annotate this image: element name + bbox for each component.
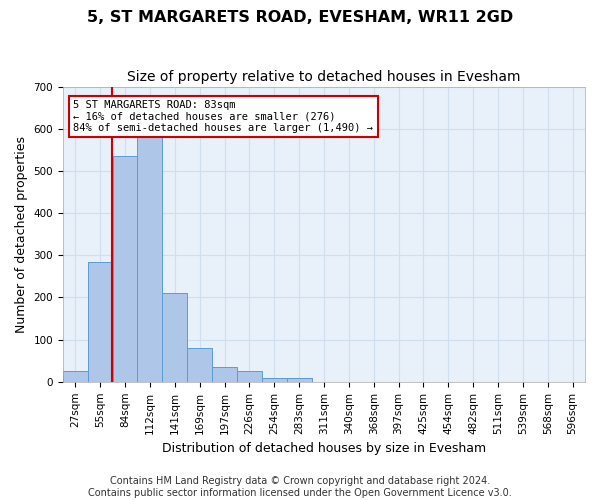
Bar	[287, 378, 311, 382]
Bar	[262, 378, 287, 382]
Bar	[237, 372, 262, 382]
Bar	[212, 367, 237, 382]
Bar	[88, 262, 113, 382]
Title: Size of property relative to detached houses in Evesham: Size of property relative to detached ho…	[127, 70, 521, 84]
Text: Contains HM Land Registry data © Crown copyright and database right 2024.
Contai: Contains HM Land Registry data © Crown c…	[88, 476, 512, 498]
X-axis label: Distribution of detached houses by size in Evesham: Distribution of detached houses by size …	[162, 442, 486, 455]
Text: 5, ST MARGARETS ROAD, EVESHAM, WR11 2GD: 5, ST MARGARETS ROAD, EVESHAM, WR11 2GD	[87, 10, 513, 25]
Y-axis label: Number of detached properties: Number of detached properties	[15, 136, 28, 332]
Bar	[187, 348, 212, 382]
Bar	[113, 156, 137, 382]
Bar	[137, 135, 163, 382]
Bar	[63, 372, 88, 382]
Bar	[163, 293, 187, 382]
Text: 5 ST MARGARETS ROAD: 83sqm
← 16% of detached houses are smaller (276)
84% of sem: 5 ST MARGARETS ROAD: 83sqm ← 16% of deta…	[73, 100, 373, 133]
